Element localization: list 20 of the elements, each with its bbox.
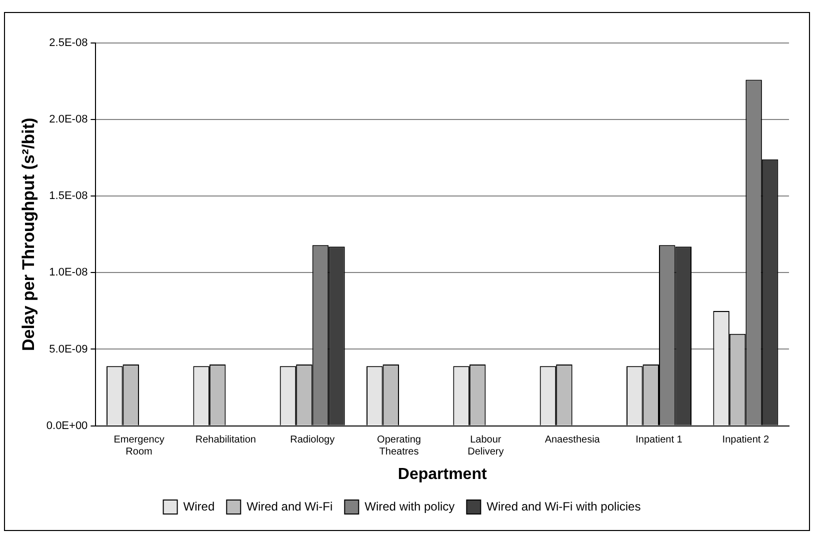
x-tick-label: Inpatient 2: [722, 434, 770, 446]
y-tick-label: 5.0E-09: [49, 343, 88, 356]
y-tick-label: 0.0E+00: [46, 420, 88, 432]
legend-label: Wired and Wi-Fi with policies: [486, 499, 641, 514]
y-tick-label: 2.5E-08: [49, 37, 88, 50]
y-tick-label: 1.5E-08: [49, 190, 88, 202]
legend-label: Wired: [183, 499, 215, 514]
legend-label: Wired and Wi-Fi: [246, 499, 333, 514]
x-tick-label: Radiology: [290, 434, 335, 446]
x-tick-label: Labour Delivery: [468, 434, 504, 458]
x-tick-label: Emergency Room: [114, 434, 164, 458]
x-tick-label: Rehabilitation: [195, 434, 256, 446]
x-tick-label: Anaesthesia: [544, 434, 600, 446]
y-tick-label: 1.0E-08: [49, 266, 88, 279]
y-axis-title: Delay per Throughput (s²/bit): [18, 118, 38, 352]
y-tick-label: 2.0E-08: [49, 114, 88, 126]
x-tick-label: Inpatient 1: [636, 434, 683, 446]
x-axis-title: Department: [398, 466, 488, 483]
x-tick-label: Operating Theatres: [377, 434, 421, 458]
legend-label: Wired with policy: [364, 499, 455, 514]
